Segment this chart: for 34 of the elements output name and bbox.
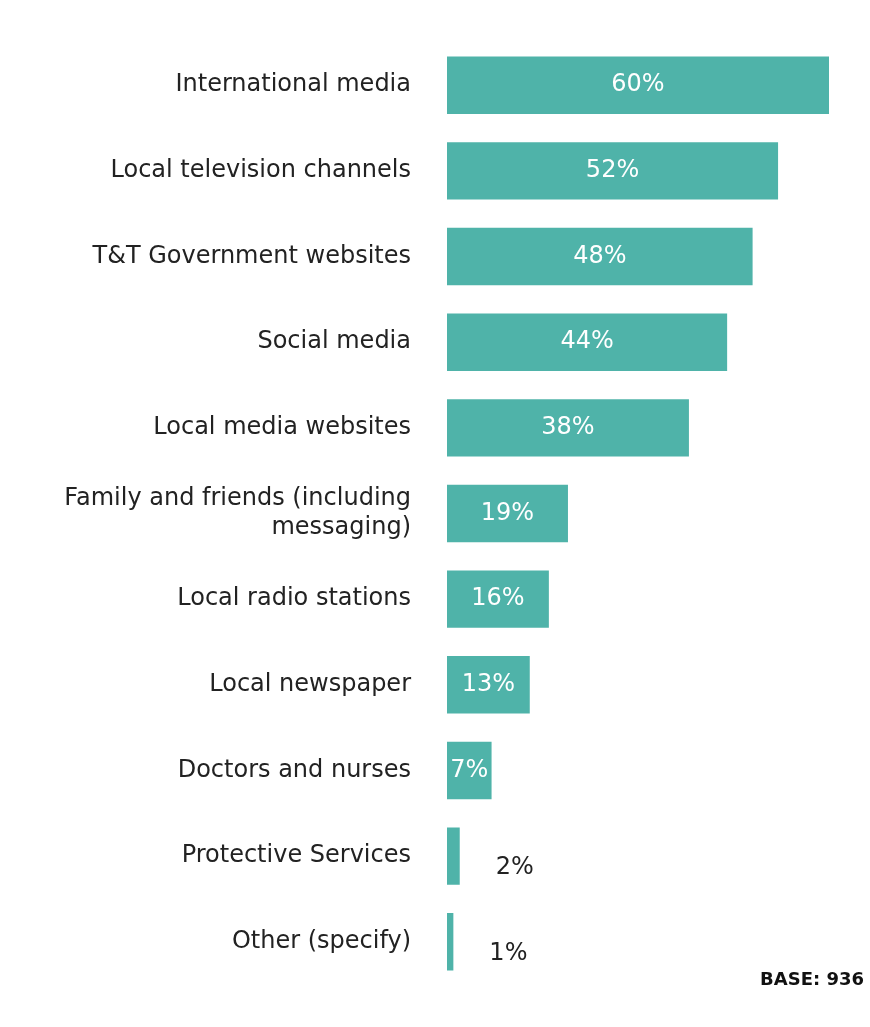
bar: [447, 142, 779, 200]
y-tick-label: Doctors and nurses: [177, 754, 411, 783]
data-label: 13%: [461, 669, 516, 698]
y-tick-label: Other (specify): [231, 926, 411, 955]
y-tick-label: Local media websites: [153, 412, 411, 441]
bar: [447, 56, 829, 114]
bar: [447, 827, 460, 885]
data-label: 48%: [573, 240, 627, 269]
bar: [447, 399, 689, 457]
y-tick-label: Local radio stations: [177, 583, 411, 612]
data-label: 44%: [560, 326, 614, 355]
data-label: 7%: [450, 754, 489, 783]
bar: [447, 570, 549, 628]
y-tick-label: Local television channels: [110, 155, 411, 184]
data-label: 2%: [495, 852, 534, 881]
y-tick-label: T&T Government websites: [91, 240, 411, 269]
bar: [447, 913, 454, 971]
data-label: 1%: [489, 938, 528, 967]
bar: [447, 656, 530, 714]
bar: [447, 484, 568, 543]
y-tick-label: Local newspaper: [209, 669, 412, 698]
bar: [447, 313, 728, 371]
data-label: 38%: [541, 412, 595, 441]
y-tick-label: Family and friends (including messaging): [64, 483, 411, 541]
bar: [447, 741, 492, 800]
annotation: BASE: 936: [760, 968, 864, 989]
y-tick-label: Social media: [257, 326, 411, 355]
y-tick-label: Protective Services: [181, 840, 411, 869]
data-label: 16%: [471, 583, 525, 612]
data-label: 19%: [480, 497, 535, 526]
data-label: 52%: [585, 155, 640, 184]
bar: [447, 227, 753, 286]
y-tick-label: International media: [175, 69, 411, 98]
data-label: 60%: [611, 69, 665, 98]
